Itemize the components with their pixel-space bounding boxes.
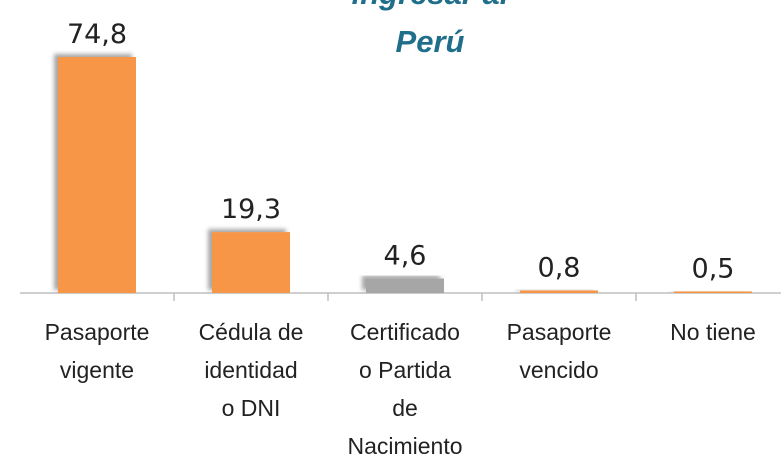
x-tick-label: o Partida — [359, 357, 451, 383]
x-tick-label: Cédula de — [199, 319, 304, 345]
data-label: 0,5 — [692, 253, 735, 284]
chart-title: Perú — [396, 24, 465, 59]
chart-title: ingresar al — [352, 0, 510, 11]
data-label: 4,6 — [384, 240, 427, 271]
data-label: 19,3 — [221, 194, 281, 225]
bar — [520, 290, 598, 293]
x-tick-label: vigente — [60, 357, 134, 383]
x-tick-label: Pasaporte — [507, 319, 612, 345]
x-tick-label: Nacimiento — [347, 433, 462, 459]
x-tick-label: de — [392, 395, 418, 421]
bar — [212, 232, 290, 293]
data-label: 74,8 — [67, 19, 127, 50]
x-tick-label: o DNI — [222, 395, 281, 421]
data-label: 0,8 — [538, 252, 581, 283]
bar — [674, 291, 752, 293]
x-tick-label: vencido — [519, 357, 598, 383]
bar — [58, 57, 136, 293]
bar — [366, 278, 444, 293]
x-tick-label: Certificado — [350, 319, 460, 345]
x-tick-label: identidad — [204, 357, 297, 383]
x-tick-label: Pasaporte — [45, 319, 150, 345]
x-tick-label: No tiene — [670, 319, 756, 345]
